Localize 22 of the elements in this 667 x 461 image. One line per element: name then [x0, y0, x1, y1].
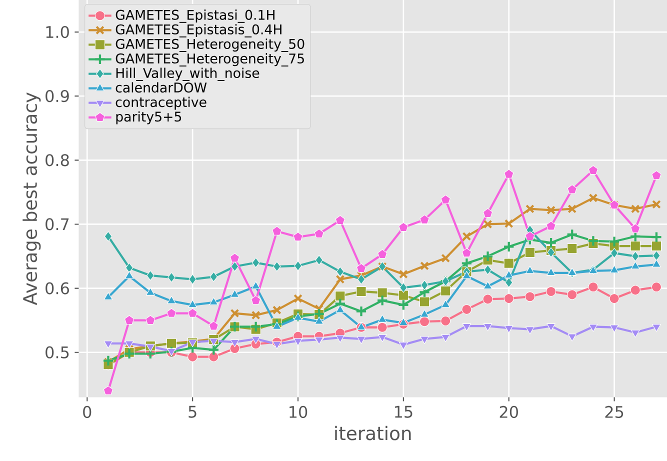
x-tick-label: 10 — [290, 406, 308, 418]
y-tick-label: 0.7 — [46, 218, 69, 230]
x-tick-label: 15 — [395, 406, 412, 418]
legend-label: GAMETES_Epistasi_0.1H — [116, 9, 274, 23]
legend-label: GAMETES_Heterogeneity_75 — [116, 53, 304, 66]
y-tick-label: 1.0 — [46, 26, 69, 38]
y-axis-title: Average best accuracy — [22, 92, 41, 305]
x-axis-title: iteration — [335, 426, 411, 440]
legend-label: parity5+5 — [116, 111, 182, 124]
legend-label: GAMETES_Epistasis_0.4H — [116, 24, 282, 38]
y-tick-label: 0.8 — [46, 154, 69, 166]
legend-label: calendarDOW — [116, 82, 207, 92]
legend-label: GAMETES_Heterogeneity_50 — [116, 38, 304, 52]
x-tick-label: 0 — [83, 406, 92, 418]
legend-label: Hill_Valley_with_noise — [116, 68, 260, 81]
x-tick-label: 20 — [500, 406, 518, 418]
y-tick-label: 0.5 — [46, 346, 69, 358]
x-tick-label: 5 — [188, 406, 196, 418]
legend-label: contraceptive — [116, 96, 206, 110]
x-tick-label: 25 — [605, 406, 624, 418]
y-tick-label: 0.6 — [46, 282, 69, 294]
y-tick-label: 0.9 — [46, 90, 69, 102]
